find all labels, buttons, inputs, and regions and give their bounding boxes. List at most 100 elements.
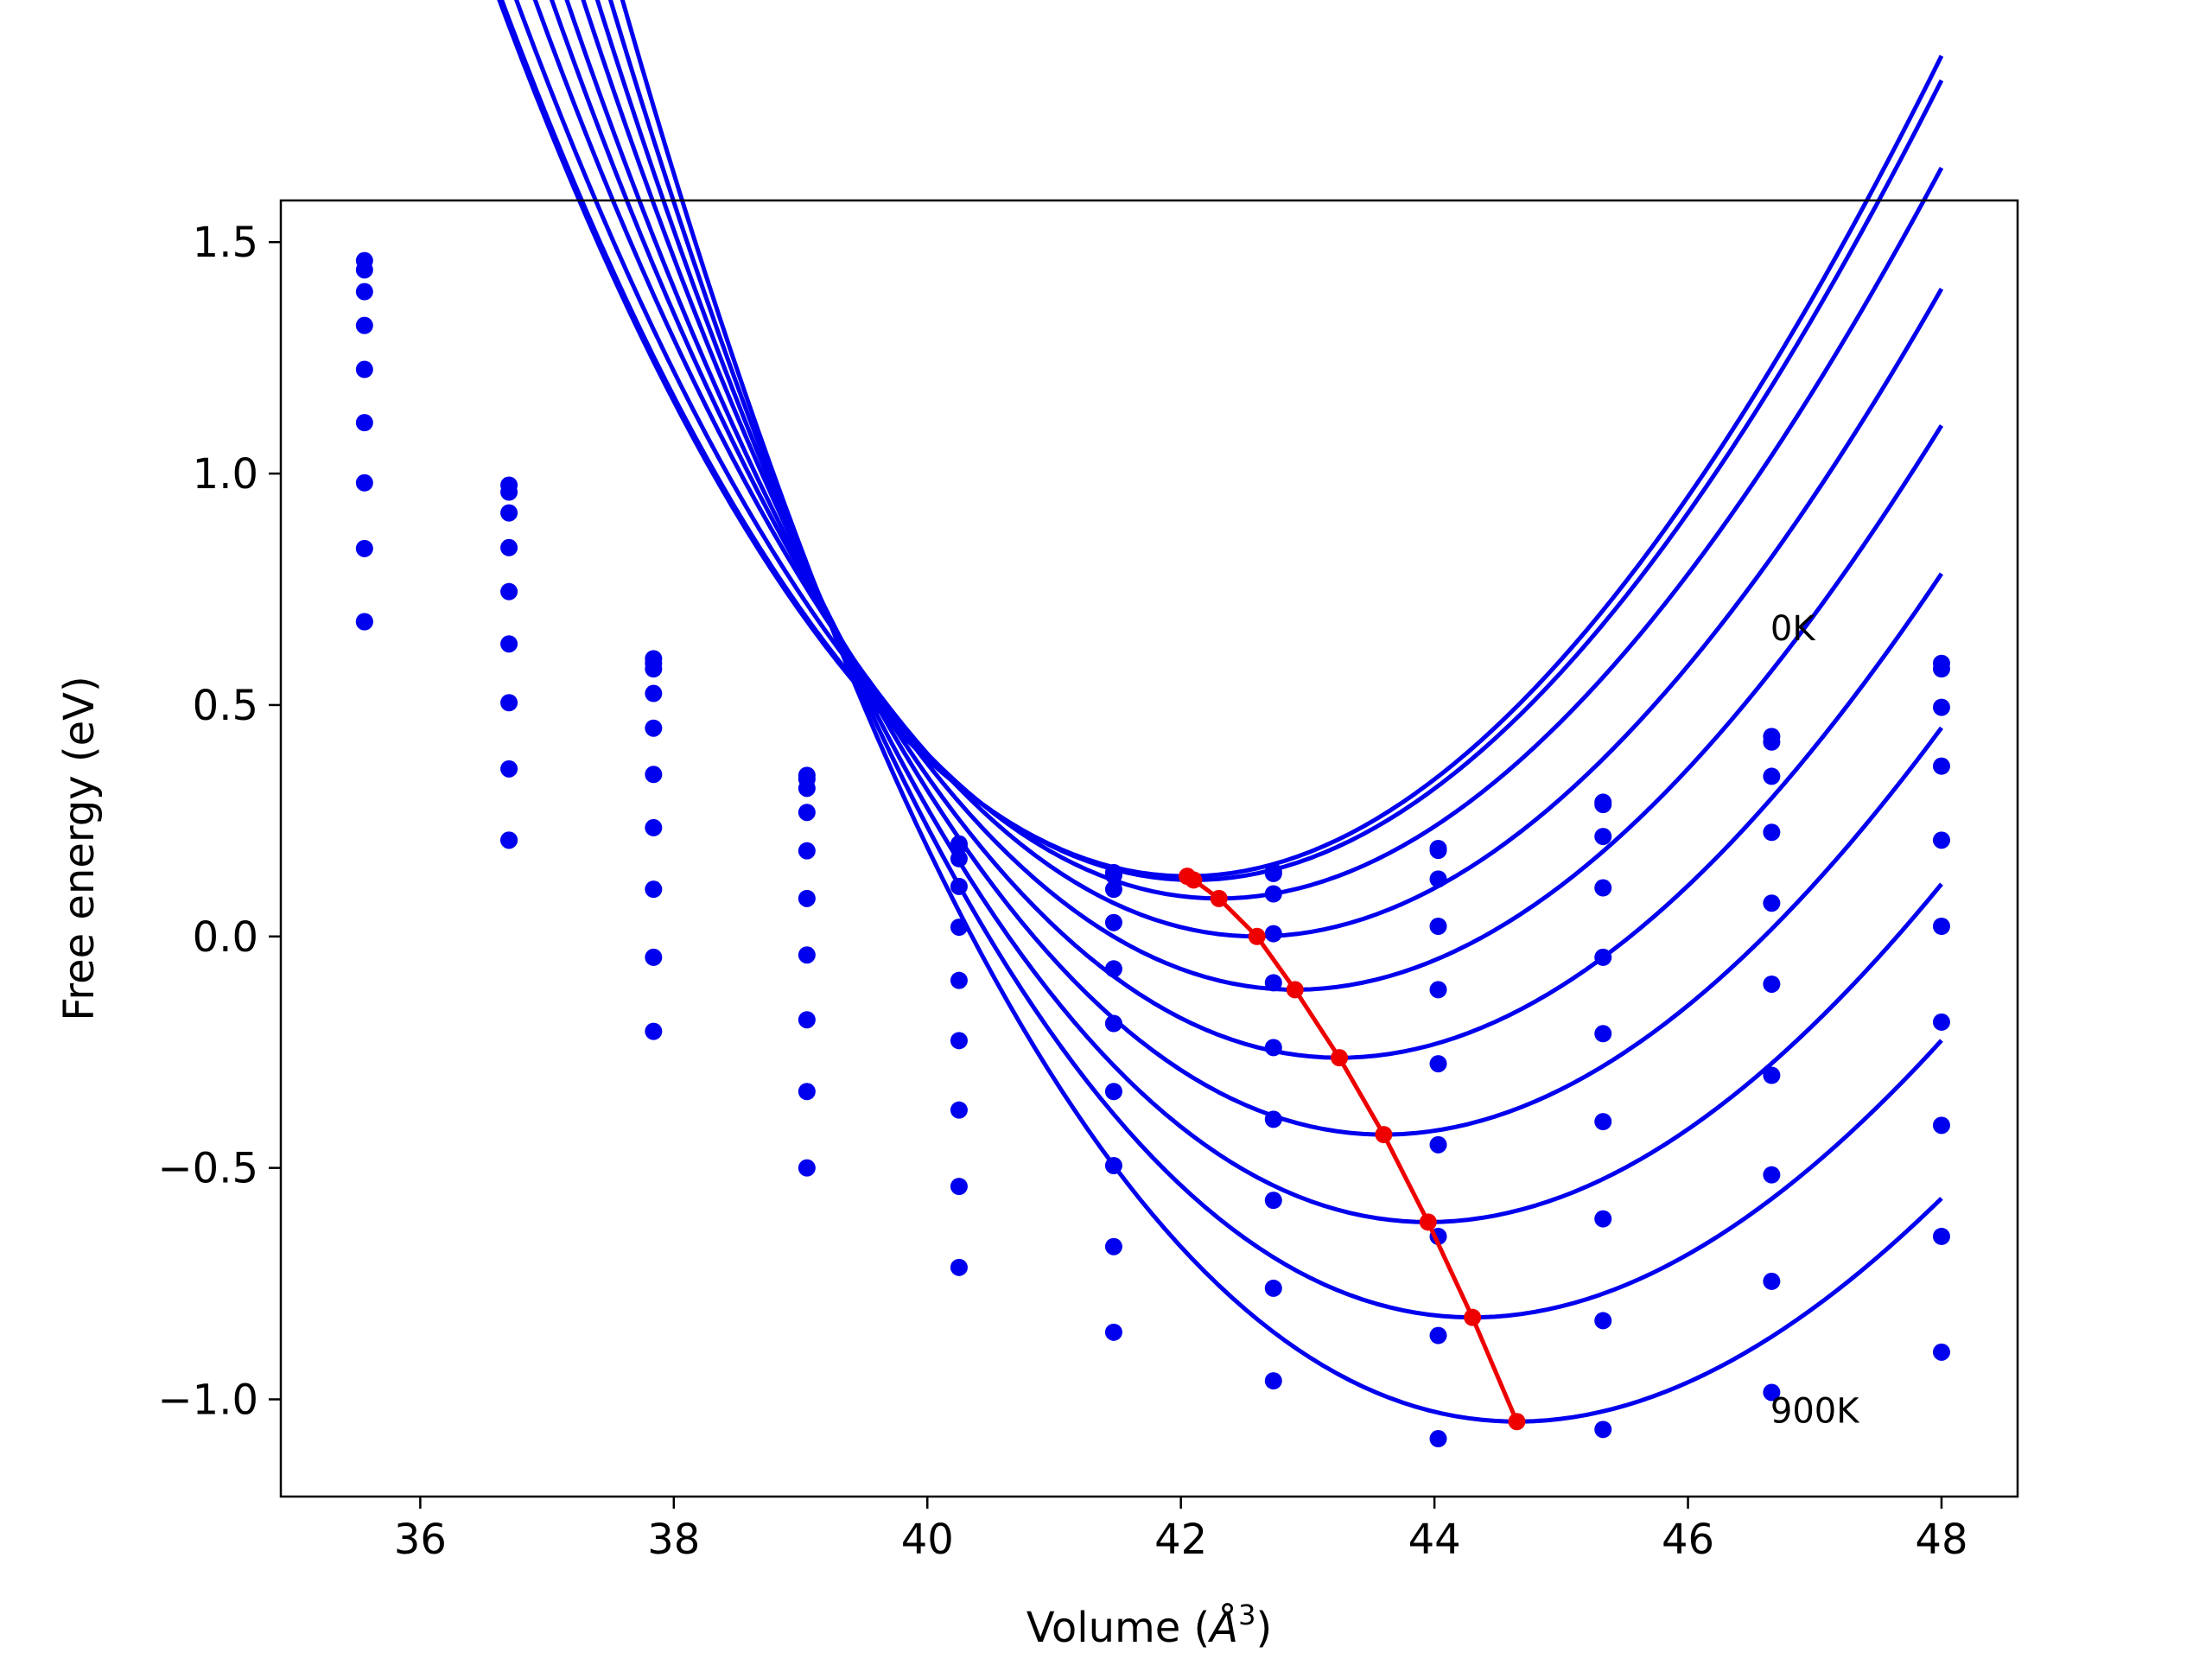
fit-curve xyxy=(594,0,1943,1224)
data-point xyxy=(500,760,518,778)
fit-curve xyxy=(514,0,1944,901)
x-tick-label: 42 xyxy=(1154,1516,1207,1564)
series-layer xyxy=(355,0,1950,1448)
minimum-point xyxy=(1185,871,1203,889)
series-700K xyxy=(355,0,1950,1245)
data-point xyxy=(950,1101,968,1119)
data-point xyxy=(950,971,968,989)
data-point xyxy=(1932,1343,1950,1361)
data-point xyxy=(355,316,373,334)
data-point xyxy=(1594,879,1612,897)
y-tick-label: 1.5 xyxy=(193,219,258,267)
data-point xyxy=(1594,1312,1612,1330)
series-600K xyxy=(355,0,1950,1154)
data-point xyxy=(798,1159,816,1177)
y-axis-ticks: −1.0 −0.5 0.0 0.5 1.0 1.5 xyxy=(157,219,281,1425)
minima-layer xyxy=(1179,868,1526,1431)
minimum-point xyxy=(1248,927,1266,945)
data-point xyxy=(645,948,663,966)
data-point xyxy=(500,831,518,849)
fit-curve xyxy=(564,0,1944,1060)
series-0K xyxy=(355,0,1950,881)
plot-frame xyxy=(279,199,2019,1498)
data-point xyxy=(645,766,663,784)
data-point xyxy=(950,1258,968,1276)
data-point xyxy=(1594,1210,1612,1228)
data-point xyxy=(1104,880,1122,899)
minimum-point xyxy=(1464,1308,1482,1326)
data-point xyxy=(1763,894,1781,912)
x-tick-label: 36 xyxy=(394,1516,447,1564)
data-point xyxy=(500,483,518,501)
data-point xyxy=(500,504,518,522)
data-point xyxy=(1264,1372,1282,1390)
series-900K xyxy=(355,0,1950,1448)
data-point xyxy=(355,414,373,432)
data-point xyxy=(1264,1192,1282,1210)
data-point xyxy=(1429,842,1447,860)
data-point xyxy=(1932,1227,1950,1245)
data-point xyxy=(1763,767,1781,785)
data-point xyxy=(1264,974,1282,992)
data-point xyxy=(1104,1083,1122,1101)
x-tick-label: 44 xyxy=(1408,1516,1461,1564)
series-200K xyxy=(355,0,1950,903)
data-point xyxy=(1932,1116,1950,1135)
data-point xyxy=(500,635,518,653)
x-tick-label: 46 xyxy=(1662,1516,1714,1564)
data-point xyxy=(1264,1110,1282,1128)
data-point xyxy=(798,804,816,822)
series-100K xyxy=(355,0,1950,885)
data-point xyxy=(1429,1135,1447,1154)
fit-curve xyxy=(549,0,1944,992)
data-point xyxy=(500,538,518,556)
x-axis-label-superscript: 3 xyxy=(1238,1599,1255,1631)
minimum-point xyxy=(1375,1126,1393,1144)
data-point xyxy=(798,1011,816,1029)
y-tick-label: 1.0 xyxy=(193,450,258,499)
data-point xyxy=(1763,1272,1781,1290)
data-point xyxy=(1594,1025,1612,1043)
fit-curve xyxy=(620,0,1943,1424)
y-tick-label: 0.5 xyxy=(193,682,258,730)
data-point xyxy=(1932,698,1950,716)
data-point xyxy=(1932,918,1950,935)
data-point xyxy=(1932,1013,1950,1031)
data-point xyxy=(1429,1326,1447,1344)
data-point xyxy=(1932,831,1950,849)
series-400K xyxy=(355,0,1950,999)
data-point xyxy=(798,946,816,964)
minimum-point xyxy=(1210,889,1228,907)
data-point xyxy=(1932,757,1950,775)
data-point xyxy=(1932,660,1950,678)
data-point xyxy=(950,1032,968,1050)
data-point xyxy=(1429,918,1447,935)
data-point xyxy=(645,660,663,678)
fit-curve xyxy=(607,0,1943,1320)
data-point xyxy=(355,360,373,378)
data-point xyxy=(950,1178,968,1196)
annotation-0k: 0K xyxy=(1770,609,1816,649)
data-point xyxy=(1429,981,1447,999)
annotation-900k: 900K xyxy=(1770,1391,1860,1431)
x-tick-label: 38 xyxy=(647,1516,700,1564)
data-point xyxy=(1264,885,1282,903)
series-300K xyxy=(355,0,1950,943)
data-point xyxy=(500,582,518,601)
data-point xyxy=(1104,1237,1122,1255)
data-point xyxy=(1429,1430,1447,1448)
data-point xyxy=(1763,1066,1781,1084)
minima-line xyxy=(1185,874,1519,1423)
data-point xyxy=(645,818,663,836)
data-point xyxy=(1264,1039,1282,1057)
x-axis-ticks: 36 38 40 42 44 46 48 xyxy=(394,1497,1968,1564)
data-point xyxy=(1104,1323,1122,1341)
data-point xyxy=(355,261,373,279)
data-point xyxy=(1264,925,1282,943)
data-point xyxy=(645,1022,663,1040)
data-point xyxy=(1763,1383,1781,1402)
data-point xyxy=(1763,823,1781,842)
data-point xyxy=(1594,1113,1612,1131)
x-axis-label-unit: Å xyxy=(1207,1603,1238,1652)
